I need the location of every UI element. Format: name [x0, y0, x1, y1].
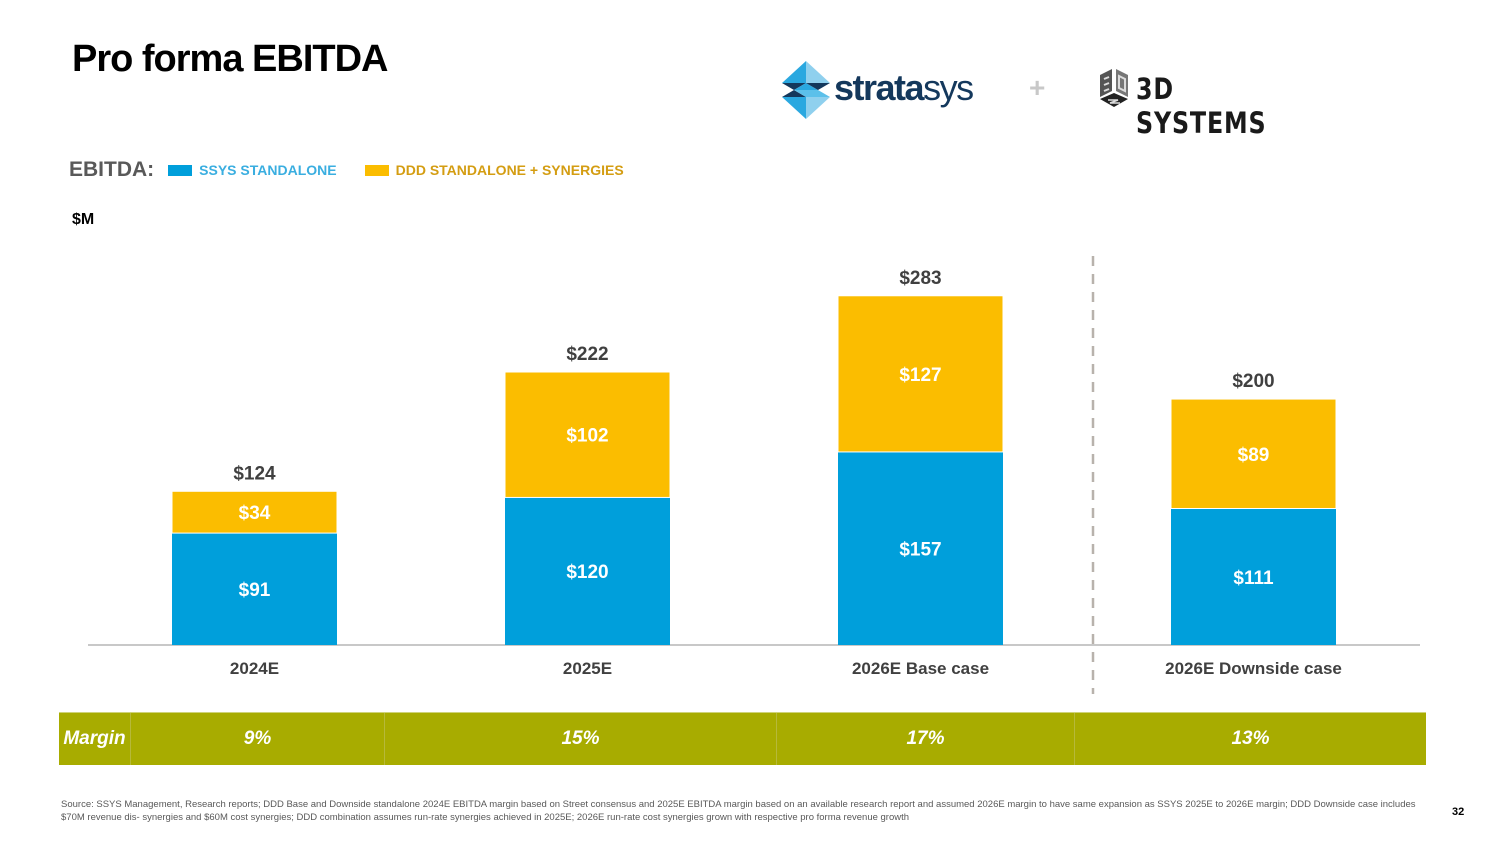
bar-segment-ssys: [1171, 508, 1336, 645]
legend-label-ddd: DDD STANDALONE + SYNERGIES: [395, 162, 624, 178]
bar-total-label: $200: [1232, 371, 1274, 392]
bar-segment-ssys: [505, 497, 670, 645]
margin-value: 17%: [777, 713, 1075, 765]
x-axis-tick-label: 2025E: [563, 659, 612, 678]
legend-swatch-ddd: [364, 164, 389, 176]
bar-segment-label: $91: [239, 580, 271, 601]
bar-segment-ddd: [837, 295, 1004, 453]
margin-value: 9%: [131, 713, 385, 765]
bar-segment-label: $34: [239, 503, 271, 524]
x-axis-tick-label: 2026E Downside case: [1165, 659, 1342, 678]
legend-swatch-ssys: [168, 164, 193, 176]
legend-item-ssys: SSYS STANDALONE: [168, 162, 337, 178]
chart-legend: EBITDA: SSYS STANDALONE DDD STANDALONE +…: [69, 156, 652, 184]
3d-systems-cube-icon: [1100, 69, 1128, 107]
margin-row: Margin 9% 15% 17% 13%: [59, 712, 1426, 765]
bar-total-label: $124: [233, 463, 276, 484]
bar-segment-label: $157: [899, 539, 941, 560]
x-axis-tick-label: 2024E: [230, 659, 279, 678]
bar-segment-ssys: [838, 451, 1003, 645]
legend-title: EBITDA:: [69, 158, 155, 181]
bar-segment-label: $120: [566, 562, 608, 583]
page-number: 32: [1452, 806, 1465, 818]
stratasys-diamond-icon: [782, 61, 830, 119]
margin-value: 13%: [1231, 728, 1270, 749]
unit-label: $M: [72, 211, 95, 228]
page-title: Pro forma EBITDA: [72, 38, 388, 80]
stratasys-logo: stratasys: [782, 61, 992, 119]
bar-total-label: $283: [899, 268, 941, 289]
bar-segment-label: $89: [1238, 445, 1270, 466]
bar-segment-ddd: [1170, 398, 1337, 510]
3d-systems-logo: 3D SYSTEMS: [1096, 68, 1326, 140]
x-axis-tick-label: 2026E Base case: [852, 659, 989, 678]
bar-segment-ddd: [171, 490, 338, 534]
bar-segment-ssys: [172, 533, 337, 645]
bar-segment-label: $127: [899, 365, 941, 386]
margin-label: Margin: [59, 713, 131, 765]
footnote: Source: SSYS Management, Research report…: [61, 799, 1416, 823]
plus-sign: +: [1029, 72, 1046, 103]
bar-segment-label: $111: [1233, 568, 1274, 589]
legend-item-ddd: DDD STANDALONE + SYNERGIES: [364, 162, 624, 178]
bar-segment-label: $102: [566, 426, 608, 447]
bar-total-label: $222: [566, 344, 608, 365]
3d-systems-wordmark: 3D SYSTEMS: [1136, 72, 1267, 140]
stratasys-wordmark: stratasys: [834, 67, 974, 108]
legend-label-ssys: SSYS STANDALONE: [199, 162, 337, 178]
margin-value: 15%: [385, 713, 777, 765]
bar-segment-ddd: [504, 371, 671, 498]
